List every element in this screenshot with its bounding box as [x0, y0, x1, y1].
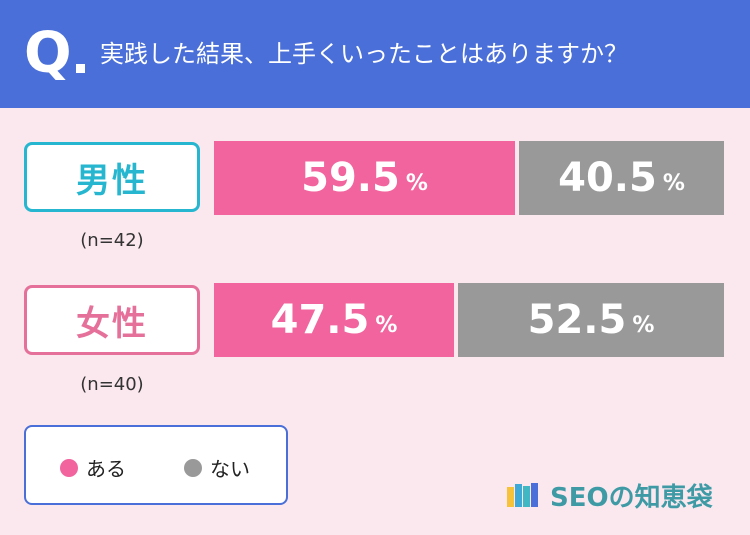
bar-segment-female-no: 52.5% — [458, 283, 724, 357]
question-mark-dot — [76, 64, 85, 73]
bar-segment-male-yes: 59.5% — [214, 141, 515, 215]
percent-sign: % — [662, 170, 685, 196]
legend-swatch-no — [184, 458, 202, 477]
question-mark-label: Q — [24, 21, 72, 86]
bar-segment-female-yes: 47.5% — [214, 283, 454, 357]
legend-swatch-yes — [60, 458, 78, 477]
value-label-male-yes: 59.5 — [301, 155, 400, 201]
brand-name: SEOの知恵袋 — [550, 482, 713, 513]
group-sample-size-male: (n=42) — [80, 230, 144, 251]
value-label-female-no: 52.5 — [527, 297, 627, 343]
legend-item-yes: ある — [60, 453, 126, 482]
group-sample-size-female: (n=40) — [80, 374, 144, 395]
stacked-bar-female: 47.5% 52.5% — [214, 283, 724, 357]
stacked-bar-male: 59.5% 40.5% — [214, 141, 724, 215]
brand-logo: SEOの知恵袋 — [506, 476, 713, 514]
group-label-male: 男性 — [24, 142, 200, 212]
legend-label-no: ない — [210, 457, 250, 481]
brand-book-icon — [507, 483, 538, 507]
question-text: 実践した結果、上手くいったことはありますか？ — [100, 40, 628, 68]
value-label-female-yes: 47.5 — [270, 297, 370, 343]
group-label-female: 女性 — [24, 285, 200, 355]
percent-sign: % — [632, 312, 655, 338]
legend-label-yes: ある — [86, 457, 126, 481]
bar-segment-male-no: 40.5% — [519, 141, 724, 215]
legend-item-no: ない — [184, 453, 250, 482]
percent-sign: % — [405, 170, 428, 196]
legend: ある ない — [24, 425, 288, 505]
value-label-male-no: 40.5 — [558, 155, 657, 201]
percent-sign: % — [375, 312, 398, 338]
header-banner: Q 実践した結果、上手くいったことはありますか？ — [0, 0, 750, 108]
